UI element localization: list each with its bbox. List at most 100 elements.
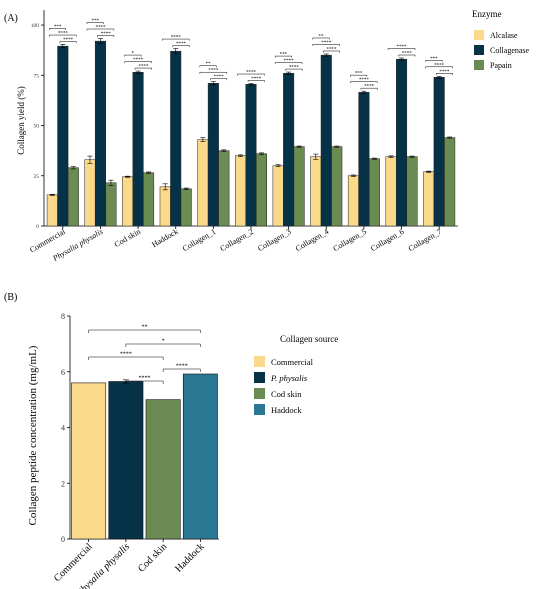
legend-swatch [254, 372, 265, 383]
panel-a-x-tick-label: Collagen_5 [331, 227, 367, 253]
panel-a-x-tick-label: Collagen_4 [294, 227, 330, 253]
bar-papain [331, 146, 343, 227]
panel-a-x-tick-label: Collagen_6 [369, 227, 405, 253]
panel-a-y-tick-label: 100 [31, 23, 40, 29]
panel-b-y-tick-label: 2 [61, 479, 65, 488]
legend-swatch-alcalase [474, 30, 484, 40]
panel-a-significance: ****************************************… [49, 19, 453, 90]
bar-collagenase [57, 45, 69, 227]
panel-a-legend-title: Enzyme [472, 9, 502, 19]
panel-a-x-tick-label: Collagen_2 [219, 227, 255, 253]
significance-bracket [161, 38, 190, 41]
panel-a-x-tick-label: Cod skin [113, 227, 142, 249]
panel-b-label: (B) [4, 292, 17, 303]
significance-label: **** [139, 376, 151, 382]
bar-collagenase [170, 50, 182, 227]
panel-a-y-tick-label: 50 [34, 124, 40, 130]
bar-alcalase [122, 176, 134, 227]
significance-bracket [125, 343, 201, 347]
significance-label: **** [289, 66, 300, 71]
significance-bracket [210, 78, 228, 81]
legend-swatch [254, 388, 265, 399]
bar-commercial [71, 382, 107, 540]
legend-label: Commercial [271, 357, 314, 367]
legend-label: Cod skin [271, 389, 302, 399]
bar-alcalase [46, 194, 58, 227]
significance-label: **** [63, 38, 74, 43]
panel-b-x-tick-label: Cod skin [136, 541, 169, 574]
panel-a-x-tick-label: Collagen_3 [256, 227, 292, 253]
significance-bracket [49, 34, 77, 37]
significance-label: **** [364, 85, 375, 90]
bar-alcalase [84, 159, 96, 227]
significance-label: ** [319, 34, 325, 39]
significance-bracket [312, 37, 330, 40]
panel-b-y-tick-label: 0 [61, 535, 65, 544]
significance-label: **** [284, 59, 295, 64]
significance-bracket [247, 80, 265, 83]
significance-label: ** [206, 62, 212, 67]
panel-a-label: (A) [4, 13, 18, 24]
significance-label: **** [95, 26, 106, 31]
significance-bracket [360, 87, 378, 90]
significance-bracket [199, 65, 217, 68]
bar-haddock [182, 373, 218, 540]
significance-label: **** [359, 78, 370, 83]
panel-a-legend: Alcalase Collagenase Papain [474, 30, 530, 70]
bar-collagenase [320, 54, 332, 227]
significance-bracket [350, 74, 368, 77]
significance-label: **** [58, 32, 69, 37]
significance-label: *** [430, 57, 438, 62]
bar-collagenase [207, 83, 219, 227]
significance-label: **** [327, 47, 338, 52]
panel-b-legend-title: Collagen source [280, 334, 338, 344]
panel-b-x-tick-label: Haddock [173, 541, 206, 574]
bar-papain [406, 156, 418, 227]
bar-alcalase [235, 155, 246, 227]
bar-alcalase [272, 165, 284, 227]
legend-swatch-papain [474, 60, 484, 70]
bar-alcalase [347, 175, 359, 227]
bar-collagenase [433, 77, 445, 227]
bar-papain [105, 182, 117, 227]
panel-a-x-tick-label: Haddock [150, 227, 180, 249]
significance-bracket [350, 81, 378, 84]
significance-bracket [97, 35, 115, 38]
significance-label: **** [434, 63, 445, 68]
panel-a-y-tick-label: 0 [36, 224, 39, 230]
significance-label: * [162, 339, 165, 345]
bar-physalia-physalis [108, 381, 144, 540]
legend-swatch [254, 404, 265, 415]
panel-b-y-tick-label: 4 [61, 424, 65, 433]
significance-label: **** [214, 75, 225, 80]
significance-label: *** [91, 19, 99, 24]
significance-label: **** [397, 45, 408, 50]
panel-a: (A) Collagen yield (%) Enzyme 0 25 50 75 100… [4, 9, 530, 263]
significance-bracket [425, 66, 453, 69]
significance-bracket [387, 48, 416, 51]
bar-papain [293, 146, 305, 227]
panel-b-bars [71, 373, 218, 540]
panel-b: (B) Collagen peptide concentration (mg/m… [4, 292, 338, 589]
significance-bracket [398, 54, 416, 57]
significance-label: **** [439, 70, 450, 75]
bar-alcalase [197, 139, 209, 227]
bar-collagenase [132, 72, 144, 227]
panel-a-y-tick-label: 75 [34, 73, 40, 79]
bar-alcalase [423, 171, 435, 227]
bar-collagenase [94, 40, 106, 227]
bar-collagenase [245, 84, 257, 227]
significance-bracket [125, 380, 164, 384]
legend-swatch [254, 356, 265, 367]
panel-a-x-tick-label: Collagen_1 [181, 227, 217, 253]
bar-papain [67, 167, 79, 227]
bar-collagenase [358, 92, 370, 227]
significance-bracket [312, 44, 341, 46]
significance-label: **** [251, 77, 262, 82]
significance-label: **** [321, 41, 332, 46]
legend-label: Haddock [271, 405, 302, 415]
significance-bracket [285, 68, 303, 71]
significance-label: **** [402, 52, 413, 57]
significance-bracket [172, 45, 190, 48]
